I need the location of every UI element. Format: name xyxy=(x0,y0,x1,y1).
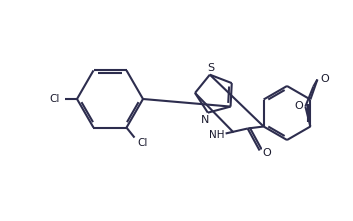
Text: S: S xyxy=(207,63,214,73)
Text: NH: NH xyxy=(209,130,225,139)
Text: Cl: Cl xyxy=(137,138,148,148)
Text: O: O xyxy=(294,101,303,110)
Text: Cl: Cl xyxy=(50,94,60,104)
Text: O: O xyxy=(262,149,271,158)
Text: O: O xyxy=(320,74,329,84)
Text: N: N xyxy=(201,115,209,125)
